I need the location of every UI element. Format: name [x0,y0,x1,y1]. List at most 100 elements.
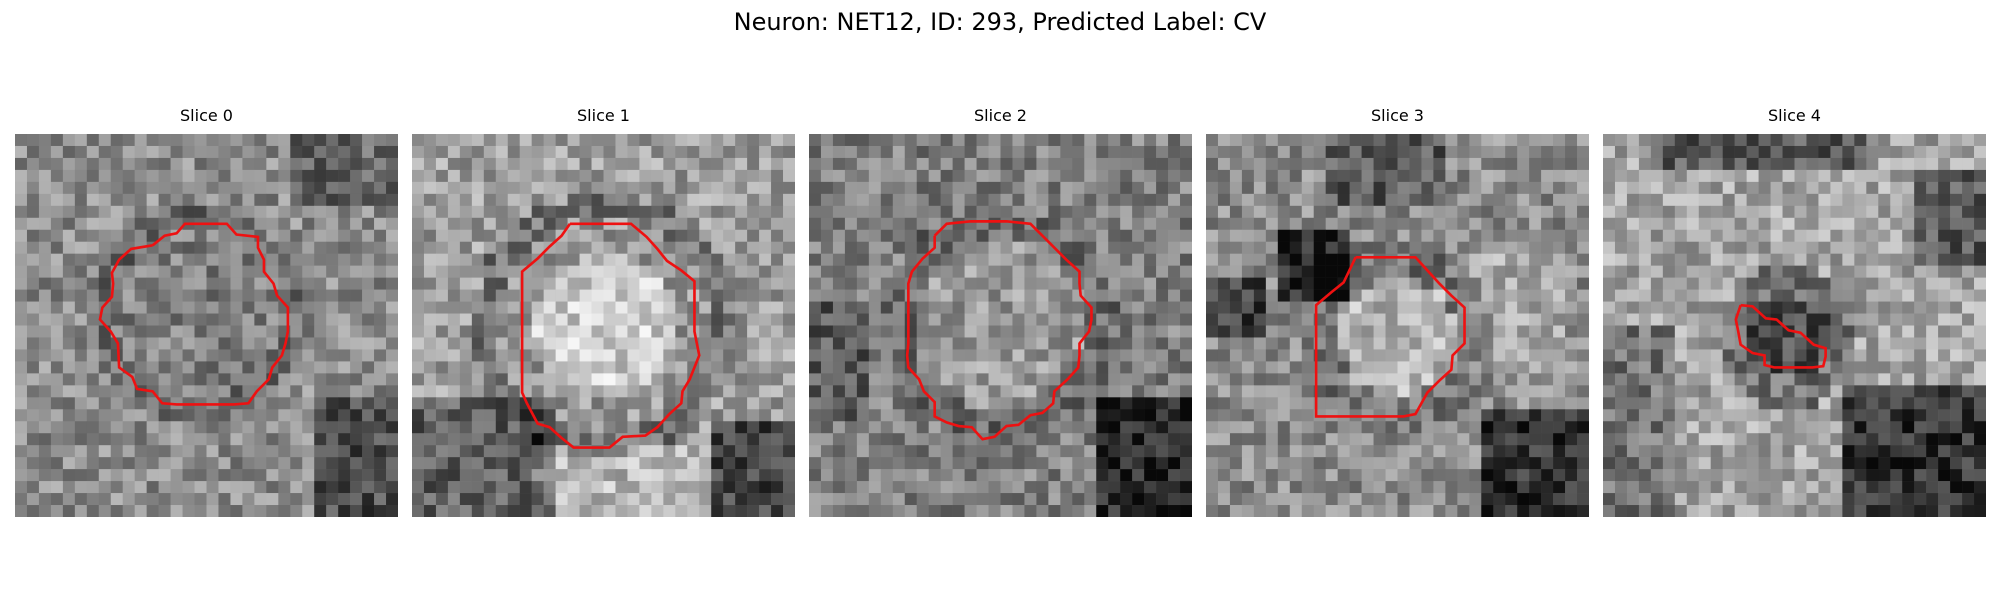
pixel [1481,254,1493,266]
pixel [1036,194,1048,206]
pixel [1433,385,1445,397]
pixel [1553,302,1565,314]
pixel [604,326,616,338]
pixel [412,433,424,445]
pixel [580,170,592,182]
pixel [1374,493,1386,505]
pixel [663,134,675,146]
pixel [362,505,374,517]
pixel [1218,278,1230,290]
pixel [1553,409,1565,421]
pixel [1711,182,1723,194]
pixel [771,182,783,194]
pixel [1553,337,1565,349]
pixel [759,397,771,409]
pixel [1747,421,1759,433]
pixel [1914,397,1926,409]
pixel [556,445,568,457]
pixel [1663,266,1675,278]
pixel [1517,314,1529,326]
pixel [735,385,747,397]
pixel [1505,349,1517,361]
pixel [905,242,917,254]
pixel [1314,230,1326,242]
pixel [905,314,917,326]
pixel [1469,457,1481,469]
pixel [1469,278,1481,290]
pixel [1615,433,1627,445]
pixel [675,146,687,158]
pixel [1806,254,1818,266]
pixel [374,302,386,314]
pixel [230,326,242,338]
pixel [1517,433,1529,445]
pixel [1603,397,1615,409]
pixel [1854,230,1866,242]
pixel [1553,146,1565,158]
pixel [1302,266,1314,278]
pixel [869,505,881,517]
pixel [783,194,795,206]
pixel [412,469,424,481]
pixel [711,302,723,314]
pixel [218,158,230,170]
pixel [604,337,616,349]
pixel [821,349,833,361]
pixel [230,254,242,266]
pixel [1950,302,1962,314]
pixel [1096,481,1108,493]
pixel [1036,337,1048,349]
pixel [845,242,857,254]
pixel [833,349,845,361]
pixel [1230,457,1242,469]
pixel [326,230,338,242]
pixel [218,493,230,505]
pixel [1914,230,1926,242]
pixel [905,505,917,517]
pixel [1878,242,1890,254]
pixel [1048,278,1060,290]
pixel [424,469,436,481]
pixel [1675,349,1687,361]
pixel [87,194,99,206]
pixel [1603,349,1615,361]
pixel [424,182,436,194]
pixel [639,266,651,278]
pixel [1156,481,1168,493]
pixel [1457,146,1469,158]
pixel [1048,218,1060,230]
pixel [183,481,195,493]
pixel [520,170,532,182]
pixel [1842,278,1854,290]
pixel [917,326,929,338]
pixel [1842,337,1854,349]
pixel [1230,218,1242,230]
pixel [1168,218,1180,230]
pixel [51,146,63,158]
pixel [663,397,675,409]
pixel [1409,445,1421,457]
pixel [1242,373,1254,385]
pixel [123,302,135,314]
pixel [207,337,219,349]
pixel [1012,170,1024,182]
pixel [699,409,711,421]
pixel [833,218,845,230]
pixel [207,266,219,278]
pixel [639,134,651,146]
pixel [1433,505,1445,517]
pixel [314,469,326,481]
pixel [1048,266,1060,278]
pixel [99,230,111,242]
pixel [711,421,723,433]
pixel [147,361,159,373]
pixel [1541,170,1553,182]
pixel [532,349,544,361]
pixel [218,385,230,397]
pixel [350,170,362,182]
pixel [711,170,723,182]
pixel [171,361,183,373]
pixel [809,314,821,326]
pixel [87,302,99,314]
pixel [1962,182,1974,194]
